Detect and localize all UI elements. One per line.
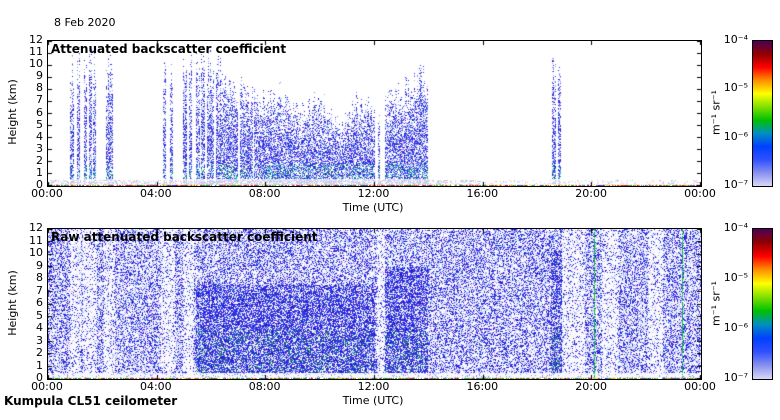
raw-backscatter-panel (47, 228, 702, 380)
y-tick-label: 0 (36, 371, 43, 384)
colorbar-tick-label: 10⁻⁴ (723, 221, 748, 234)
colorbar-tick-label: 10⁻⁵ (723, 271, 748, 284)
x-tick-label: 20:00 (575, 187, 607, 200)
x-tick-label: 20:00 (575, 380, 607, 393)
x-tick-label: 00:00 (684, 187, 716, 200)
y-tick-label: 7 (36, 283, 43, 297)
x-tick-label: 04:00 (139, 380, 172, 393)
y-tick-label: 8 (36, 81, 43, 95)
panel-title-bottom: Raw attenuated backscatter coefficient (51, 230, 318, 244)
colorbar-bottom (752, 228, 773, 380)
y-tick-label: 7 (36, 93, 43, 107)
y-tick-label: 11 (29, 233, 43, 247)
y-tick-label: 1 (36, 165, 43, 179)
y-tick-label: 8 (36, 271, 43, 284)
y-tick-label: 2 (36, 153, 43, 167)
y-tick-label: 10 (29, 57, 43, 71)
y-tick-label: 4 (36, 321, 43, 334)
x-tick-label: 08:00 (248, 187, 281, 200)
colorbar-tick-label: 10⁻⁷ (723, 371, 748, 384)
x-axis-label-top: Time (UTC) (342, 201, 404, 214)
y-tick-label: 3 (36, 141, 43, 155)
y-tick-label: 12 (29, 33, 43, 46)
y-tick-label: 3 (36, 333, 43, 347)
y-tick-label: 4 (36, 129, 43, 143)
x-tick-label: 00:00 (31, 380, 63, 393)
y-tick-label: 9 (36, 258, 43, 272)
y-tick-label: 1 (36, 358, 43, 372)
x-tick-label: 12:00 (357, 187, 390, 200)
colorbar-tick-label: 10⁻⁴ (723, 33, 748, 46)
attenuated-backscatter-heatmap-canvas (48, 41, 701, 186)
y-tick-label: 0 (36, 178, 43, 191)
y-tick-label: 5 (36, 308, 43, 322)
colorbar-tick-label: 10⁻⁶ (723, 321, 748, 334)
x-tick-label: 12:00 (357, 380, 390, 393)
attenuated-backscatter-panel (47, 40, 702, 187)
raw-backscatter-heatmap-canvas (48, 229, 701, 379)
panel-title-top: Attenuated backscatter coefficient (51, 42, 287, 56)
instrument-label: Kumpula CL51 ceilometer (4, 394, 178, 408)
x-axis-label-bottom: Time (UTC) (342, 394, 404, 407)
y-tick-label: 5 (36, 117, 43, 131)
x-tick-label: 16:00 (466, 380, 499, 393)
colorbar-tick-label: 10⁻⁵ (723, 81, 748, 95)
x-tick-label: 00:00 (31, 187, 63, 200)
colorbar-top (752, 40, 773, 187)
x-tick-label: 04:00 (139, 187, 172, 200)
date-label: 8 Feb 2020 (54, 16, 116, 29)
y-tick-label: 6 (36, 296, 43, 309)
y-tick-label: 9 (36, 69, 43, 83)
x-tick-label: 16:00 (466, 187, 499, 200)
y-tick-label: 2 (36, 346, 43, 359)
y-tick-label: 10 (29, 246, 43, 259)
x-tick-label: 00:00 (684, 380, 716, 393)
y-axis-label-bottom: Height (km) (6, 270, 19, 336)
colorbar-tick-label: 10⁻⁶ (723, 129, 748, 143)
colorbar-tick-label: 10⁻⁷ (723, 178, 748, 191)
y-tick-label: 11 (29, 45, 43, 59)
x-tick-label: 08:00 (248, 380, 281, 393)
y-axis-label-top: Height (km) (6, 79, 19, 145)
y-tick-label: 6 (36, 105, 43, 119)
y-tick-label: 12 (29, 221, 43, 234)
